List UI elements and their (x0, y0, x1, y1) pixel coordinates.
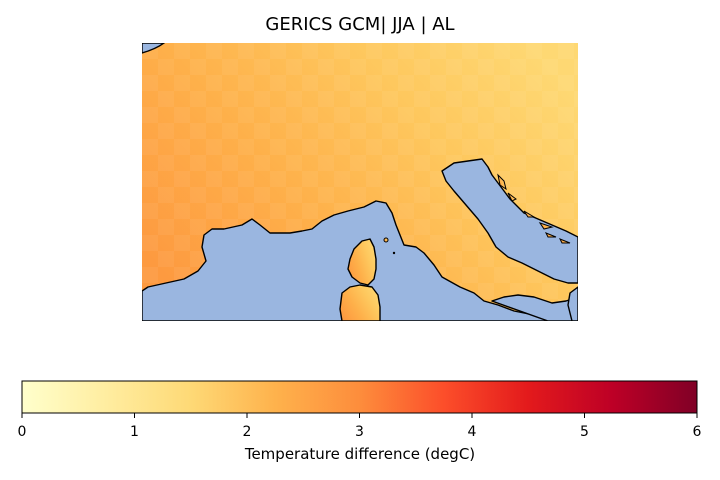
colorbar-ticks: 0 1 2 3 4 5 6 (18, 413, 702, 440)
sea-southeast (567, 286, 578, 321)
sardinia (339, 284, 381, 321)
dalmatian-islands (497, 173, 571, 244)
sea-mediterranean (142, 200, 555, 321)
colorbar-tick-label: 4 (468, 424, 477, 440)
sea-ionian (491, 294, 578, 321)
colorbar-label: Temperature difference (degC) (244, 445, 476, 463)
colorbar-tick-label: 6 (693, 424, 702, 440)
sea-adriatic (441, 158, 578, 284)
colorbar-svg: 0 1 2 3 4 5 6 (18, 380, 702, 440)
map-title: GERICS GCM| JJA | AL (265, 14, 455, 35)
sea-corner-topleft (142, 43, 166, 54)
map-svg (142, 43, 578, 321)
colorbar-tick-label: 2 (243, 424, 252, 440)
grid-cells (142, 43, 578, 321)
colorbar-gradient (21, 380, 698, 414)
colorbar-tick-label: 5 (580, 424, 589, 440)
colorbar-tick-label: 3 (355, 424, 364, 440)
colorbar-tick-label: 1 (130, 424, 139, 440)
corsica (347, 238, 377, 286)
islet (392, 251, 396, 255)
elba-island (383, 237, 389, 243)
colorbar-tick-label: 0 (18, 424, 27, 440)
colorbar: 0 1 2 3 4 5 6 (18, 380, 702, 440)
map-panel (142, 43, 578, 321)
